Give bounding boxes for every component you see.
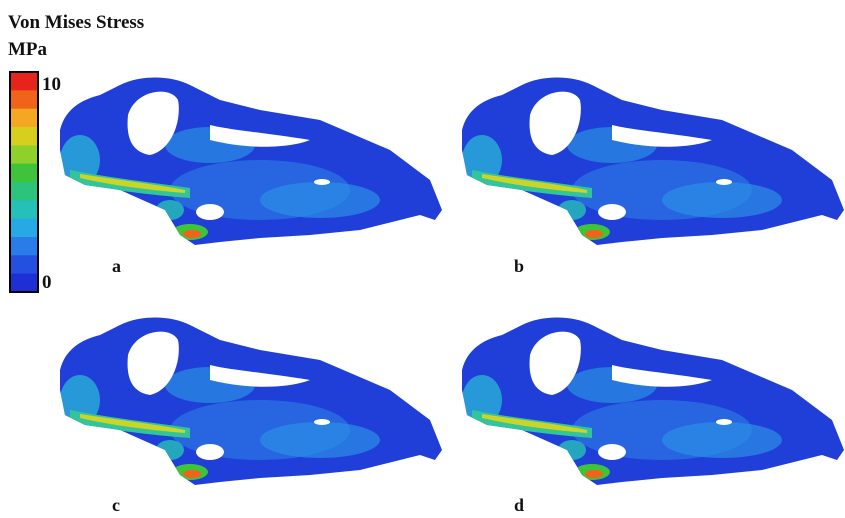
- panel-label: c: [112, 495, 120, 515]
- skull-a: [60, 78, 442, 246]
- colorbar-band: [10, 237, 38, 256]
- figure: Von Mises Stress MPa 10 0 a b c d: [0, 0, 845, 518]
- skull-d: [462, 318, 844, 486]
- colorbar-band: [10, 127, 38, 146]
- colorbar-band: [10, 72, 38, 91]
- panel-label: d: [514, 495, 524, 515]
- skull-b: [462, 78, 844, 246]
- colorbar-band: [10, 145, 38, 164]
- legend-unit: MPa: [8, 39, 48, 60]
- skull-c: [60, 318, 442, 486]
- colorbar-band: [10, 219, 38, 238]
- colorbar-band: [10, 274, 38, 293]
- colorbar-band: [10, 109, 38, 128]
- colorbar: [10, 72, 38, 293]
- colorbar-band: [10, 200, 38, 219]
- colorbar-band: [10, 255, 38, 274]
- colorbar-band: [10, 90, 38, 109]
- colorbar-tick-label: 0: [42, 272, 52, 293]
- colorbar-tick-label: 10: [42, 74, 61, 95]
- colorbar-band: [10, 164, 38, 183]
- legend-title: Von Mises Stress: [8, 12, 144, 33]
- colorbar-band: [10, 182, 38, 201]
- panel-label: b: [514, 256, 524, 276]
- panel-label: a: [112, 256, 121, 276]
